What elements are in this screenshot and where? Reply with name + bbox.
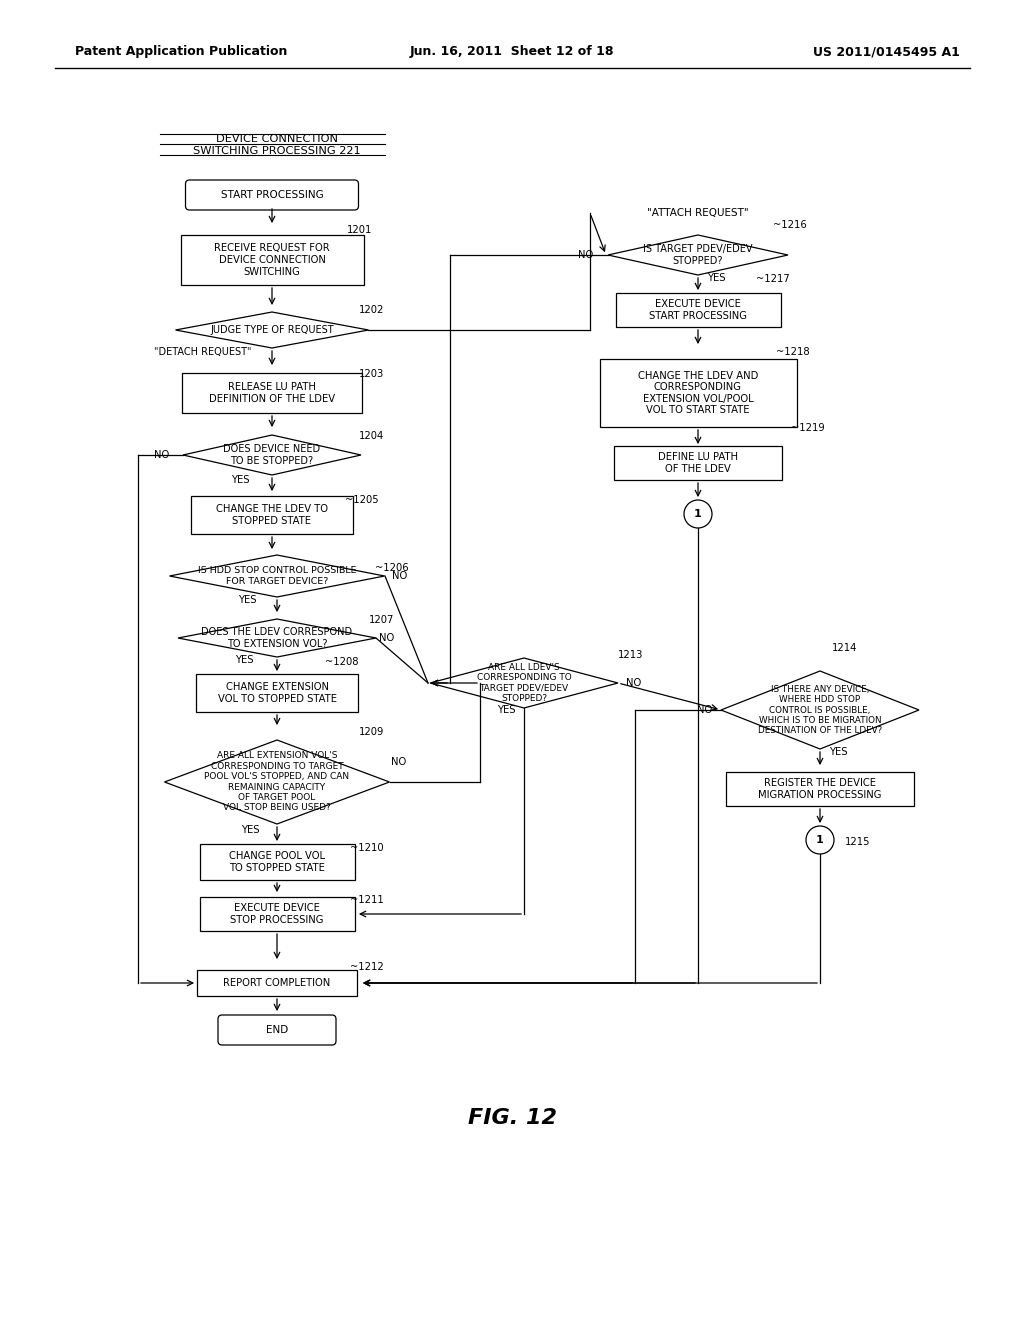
Text: YES: YES (241, 825, 259, 836)
Text: ARE ALL LDEV'S
CORRESPONDING TO
TARGET PDEV/EDEV
STOPPED?: ARE ALL LDEV'S CORRESPONDING TO TARGET P… (476, 663, 571, 704)
Text: 1203: 1203 (359, 370, 385, 379)
Text: 1201: 1201 (347, 224, 373, 235)
Text: YES: YES (234, 655, 253, 665)
Text: ~1210: ~1210 (350, 843, 384, 853)
Polygon shape (183, 436, 361, 475)
Polygon shape (608, 235, 788, 275)
Bar (726, 772, 914, 807)
Text: NO: NO (155, 450, 170, 459)
Text: NO: NO (579, 249, 594, 260)
Text: EXECUTE DEVICE
START PROCESSING: EXECUTE DEVICE START PROCESSING (649, 300, 746, 321)
Text: Patent Application Publication: Patent Application Publication (75, 45, 288, 58)
Text: YES: YES (707, 273, 725, 282)
Text: REPORT COMPLETION: REPORT COMPLETION (223, 978, 331, 987)
Text: IS THERE ANY DEVICE,
WHERE HDD STOP
CONTROL IS POSSIBLE,
WHICH IS TO BE MIGRATIO: IS THERE ANY DEVICE, WHERE HDD STOP CONT… (758, 685, 882, 735)
Text: YES: YES (230, 475, 249, 484)
FancyBboxPatch shape (185, 180, 358, 210)
Text: ~1205: ~1205 (345, 495, 379, 506)
Polygon shape (721, 671, 919, 748)
Text: ~1211: ~1211 (350, 895, 384, 906)
Text: DOES THE LDEV CORRESPOND
TO EXTENSION VOL?: DOES THE LDEV CORRESPOND TO EXTENSION VO… (202, 627, 352, 649)
Text: ~1218: ~1218 (776, 347, 810, 356)
Text: "DETACH REQUEST": "DETACH REQUEST" (154, 347, 252, 356)
Text: ~1216: ~1216 (773, 220, 807, 230)
Text: DEVICE CONNECTION
SWITCHING PROCESSING 221: DEVICE CONNECTION SWITCHING PROCESSING 2… (194, 135, 360, 156)
Bar (191, 496, 353, 535)
Polygon shape (175, 312, 369, 348)
Text: IS HDD STOP CONTROL POSSIBLE
FOR TARGET DEVICE?: IS HDD STOP CONTROL POSSIBLE FOR TARGET … (198, 566, 356, 586)
Text: 1: 1 (816, 836, 824, 845)
Text: CHANGE POOL VOL
TO STOPPED STATE: CHANGE POOL VOL TO STOPPED STATE (229, 851, 325, 873)
Polygon shape (178, 619, 376, 657)
Text: RECEIVE REQUEST FOR
DEVICE CONNECTION
SWITCHING: RECEIVE REQUEST FOR DEVICE CONNECTION SW… (214, 243, 330, 277)
Text: RELEASE LU PATH
DEFINITION OF THE LDEV: RELEASE LU PATH DEFINITION OF THE LDEV (209, 383, 335, 404)
Text: FIG. 12: FIG. 12 (468, 1107, 556, 1129)
Text: ~1206: ~1206 (375, 564, 409, 573)
Text: DEFINE LU PATH
OF THE LDEV: DEFINE LU PATH OF THE LDEV (658, 453, 738, 474)
Bar (200, 843, 354, 880)
Polygon shape (430, 657, 618, 708)
Text: ~1212: ~1212 (350, 962, 384, 972)
Text: 1215: 1215 (845, 837, 870, 847)
Text: CHANGE EXTENSION
VOL TO STOPPED STATE: CHANGE EXTENSION VOL TO STOPPED STATE (217, 682, 337, 704)
Circle shape (806, 826, 834, 854)
Polygon shape (170, 554, 384, 597)
Text: NO: NO (697, 705, 713, 715)
Text: 1209: 1209 (359, 727, 385, 737)
Text: DOES DEVICE NEED
TO BE STOPPED?: DOES DEVICE NEED TO BE STOPPED? (223, 445, 321, 466)
Text: 1213: 1213 (618, 649, 644, 660)
Text: EXECUTE DEVICE
STOP PROCESSING: EXECUTE DEVICE STOP PROCESSING (230, 903, 324, 925)
Text: Jun. 16, 2011  Sheet 12 of 18: Jun. 16, 2011 Sheet 12 of 18 (410, 45, 614, 58)
Text: 1207: 1207 (370, 615, 394, 624)
Text: NO: NO (391, 756, 407, 767)
Text: JUDGE TYPE OF REQUEST: JUDGE TYPE OF REQUEST (210, 325, 334, 335)
Text: YES: YES (238, 595, 256, 605)
Text: ~1217: ~1217 (756, 275, 790, 284)
Text: ARE ALL EXTENSION VOL'S
CORRESPONDING TO TARGET
POOL VOL'S STOPPED, AND CAN
REMA: ARE ALL EXTENSION VOL'S CORRESPONDING TO… (205, 751, 349, 813)
Text: NO: NO (392, 572, 408, 581)
Text: US 2011/0145495 A1: US 2011/0145495 A1 (813, 45, 961, 58)
Text: CHANGE THE LDEV TO
STOPPED STATE: CHANGE THE LDEV TO STOPPED STATE (216, 504, 328, 525)
Text: ~1208: ~1208 (326, 657, 358, 667)
Circle shape (684, 500, 712, 528)
Bar (599, 359, 797, 426)
Text: 1214: 1214 (833, 643, 858, 653)
Bar (614, 446, 782, 480)
Text: 1204: 1204 (359, 432, 385, 441)
Polygon shape (165, 741, 389, 824)
Bar (200, 898, 354, 931)
Bar (196, 675, 358, 711)
Text: ~1219: ~1219 (792, 422, 825, 433)
Bar (197, 970, 357, 997)
Text: YES: YES (497, 705, 515, 715)
Bar (180, 235, 364, 285)
Text: START PROCESSING: START PROCESSING (220, 190, 324, 201)
Text: 1202: 1202 (359, 305, 385, 315)
Text: CHANGE THE LDEV AND
CORRESPONDING
EXTENSION VOL/POOL
VOL TO START STATE: CHANGE THE LDEV AND CORRESPONDING EXTENS… (638, 371, 758, 416)
Text: REGISTER THE DEVICE
MIGRATION PROCESSING: REGISTER THE DEVICE MIGRATION PROCESSING (758, 779, 882, 800)
Bar (615, 293, 780, 327)
Text: NO: NO (627, 678, 642, 688)
Text: NO: NO (379, 634, 394, 643)
Text: END: END (266, 1026, 288, 1035)
Text: "ATTACH REQUEST": "ATTACH REQUEST" (647, 209, 749, 218)
Bar (182, 374, 362, 413)
Text: YES: YES (828, 747, 847, 756)
FancyBboxPatch shape (218, 1015, 336, 1045)
Text: 1: 1 (694, 510, 701, 519)
Text: IS TARGET PDEV/EDEV
STOPPED?: IS TARGET PDEV/EDEV STOPPED? (643, 244, 753, 265)
